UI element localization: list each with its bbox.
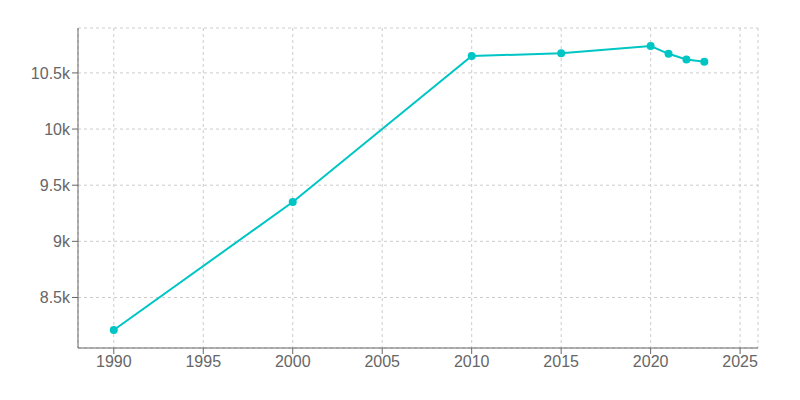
svg-text:2000: 2000 — [275, 353, 311, 370]
svg-text:1995: 1995 — [185, 353, 221, 370]
svg-text:2005: 2005 — [364, 353, 400, 370]
svg-text:9.5k: 9.5k — [40, 177, 71, 194]
svg-text:10k: 10k — [44, 121, 71, 138]
svg-text:2025: 2025 — [722, 353, 758, 370]
svg-text:8.5k: 8.5k — [40, 289, 71, 306]
svg-text:2015: 2015 — [543, 353, 579, 370]
svg-text:10.5k: 10.5k — [31, 65, 71, 82]
svg-text:1990: 1990 — [96, 353, 132, 370]
svg-text:9k: 9k — [53, 233, 71, 250]
svg-text:2020: 2020 — [633, 353, 669, 370]
svg-text:2010: 2010 — [454, 353, 490, 370]
